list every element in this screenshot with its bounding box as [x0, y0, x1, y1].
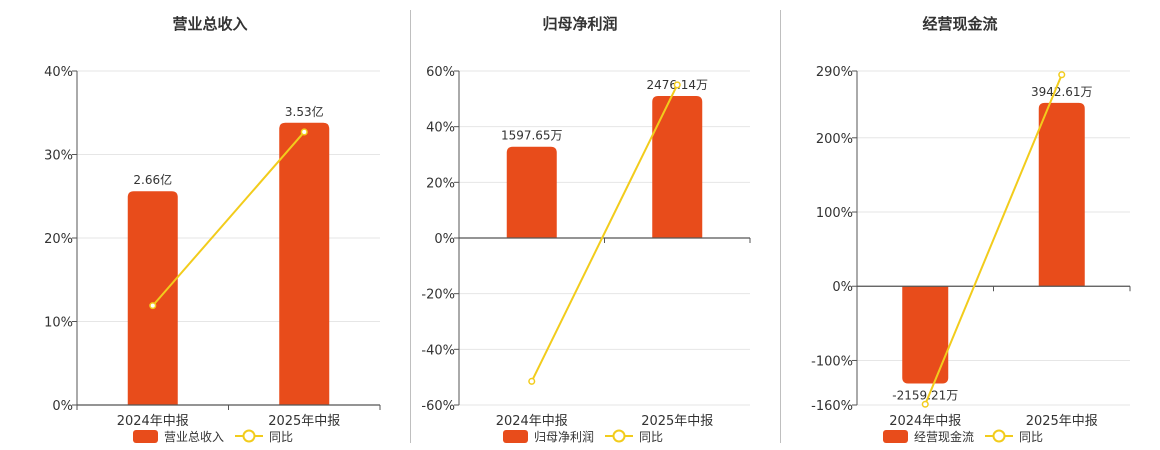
chart-title: 营业总收入 — [172, 15, 247, 33]
y-tick-label: 200% — [816, 132, 853, 147]
yoy-point — [528, 377, 536, 385]
panel-divider-2 — [780, 10, 781, 443]
yoy-point — [673, 81, 681, 89]
yoy-line — [924, 74, 1063, 405]
y-tick-label: 0% — [52, 399, 73, 414]
yoy-line — [530, 84, 679, 382]
x-tick-label: 2025年中报 — [641, 414, 713, 429]
x-tick-label: 2025年中报 — [268, 414, 340, 429]
legend-label: 营业总收入 — [164, 430, 224, 444]
y-tick-label: 40% — [426, 121, 455, 136]
y-tick-label: 40% — [44, 65, 73, 80]
x-tick-label: 2024年中报 — [117, 414, 189, 429]
yoy-point — [300, 128, 308, 136]
y-tick-label: 0% — [434, 232, 455, 247]
x-tick-label: 2024年中报 — [889, 414, 961, 429]
bar-data-label: 3942.61万 — [1031, 85, 1093, 99]
legend-bar-swatch — [883, 430, 908, 443]
bar-data-label: -2159.21万 — [892, 388, 958, 402]
y-tick-label: -160% — [811, 399, 853, 414]
chart-title: 归母净利润 — [542, 15, 617, 33]
legend-line-marker — [992, 429, 1006, 443]
y-tick-label: 0% — [832, 280, 853, 295]
legend-label: 同比 — [639, 430, 663, 444]
y-tick-label: 30% — [44, 149, 73, 164]
x-tick-label: 2024年中报 — [496, 414, 568, 429]
y-tick-label: -100% — [811, 354, 853, 369]
y-tick-label: -60% — [421, 399, 455, 414]
chart-panel-2: 归母净利润60%40%20%0%-20%-40%-60%1597.65万2476… — [421, 15, 751, 444]
bar — [279, 122, 330, 406]
chart-title: 经营现金流 — [922, 15, 997, 33]
bar — [127, 191, 178, 405]
legend-label: 同比 — [269, 430, 293, 444]
bar-data-label: 3.53亿 — [285, 104, 324, 119]
y-tick-label: 20% — [44, 232, 73, 247]
y-tick-label: 20% — [426, 176, 455, 191]
chart-panel-1: 营业总收入 40% 30% 20% 10% 0% 2.66亿 3.53亿 2024年中报 2025… — [44, 15, 381, 444]
bar — [902, 286, 949, 384]
y-tick-label: 60% — [426, 65, 455, 80]
y-tick-label: 10% — [44, 316, 73, 331]
legend-line-marker — [242, 429, 256, 443]
bar — [1038, 102, 1085, 287]
legend-line-marker — [612, 429, 626, 443]
y-tick-label: -20% — [421, 288, 455, 303]
x-tick-label: 2025年中报 — [1026, 414, 1098, 429]
bar — [506, 146, 557, 238]
yoy-point — [1058, 71, 1066, 79]
legend-bar-swatch — [503, 430, 528, 443]
chart-panel-3: 经营现金流 290% 200% 100% 0% -100% -160% -2159.21万 39… — [811, 15, 1131, 444]
legend-bar-swatch — [133, 430, 158, 443]
yoy-line — [151, 131, 306, 307]
y-tick-label: 100% — [816, 206, 853, 221]
panel-divider-1 — [410, 10, 411, 443]
legend-label: 同比 — [1019, 430, 1043, 444]
legend-label: 经营现金流 — [914, 429, 974, 444]
bar — [652, 96, 703, 238]
bar-data-label: 1597.65万 — [501, 129, 563, 143]
y-tick-label: -40% — [421, 343, 455, 358]
legend-label: 归母净利润 — [534, 430, 594, 444]
yoy-point — [149, 302, 157, 310]
bar-data-label: 2.66亿 — [133, 172, 172, 187]
y-tick-label: 290% — [816, 65, 853, 80]
yoy-point — [921, 400, 929, 408]
